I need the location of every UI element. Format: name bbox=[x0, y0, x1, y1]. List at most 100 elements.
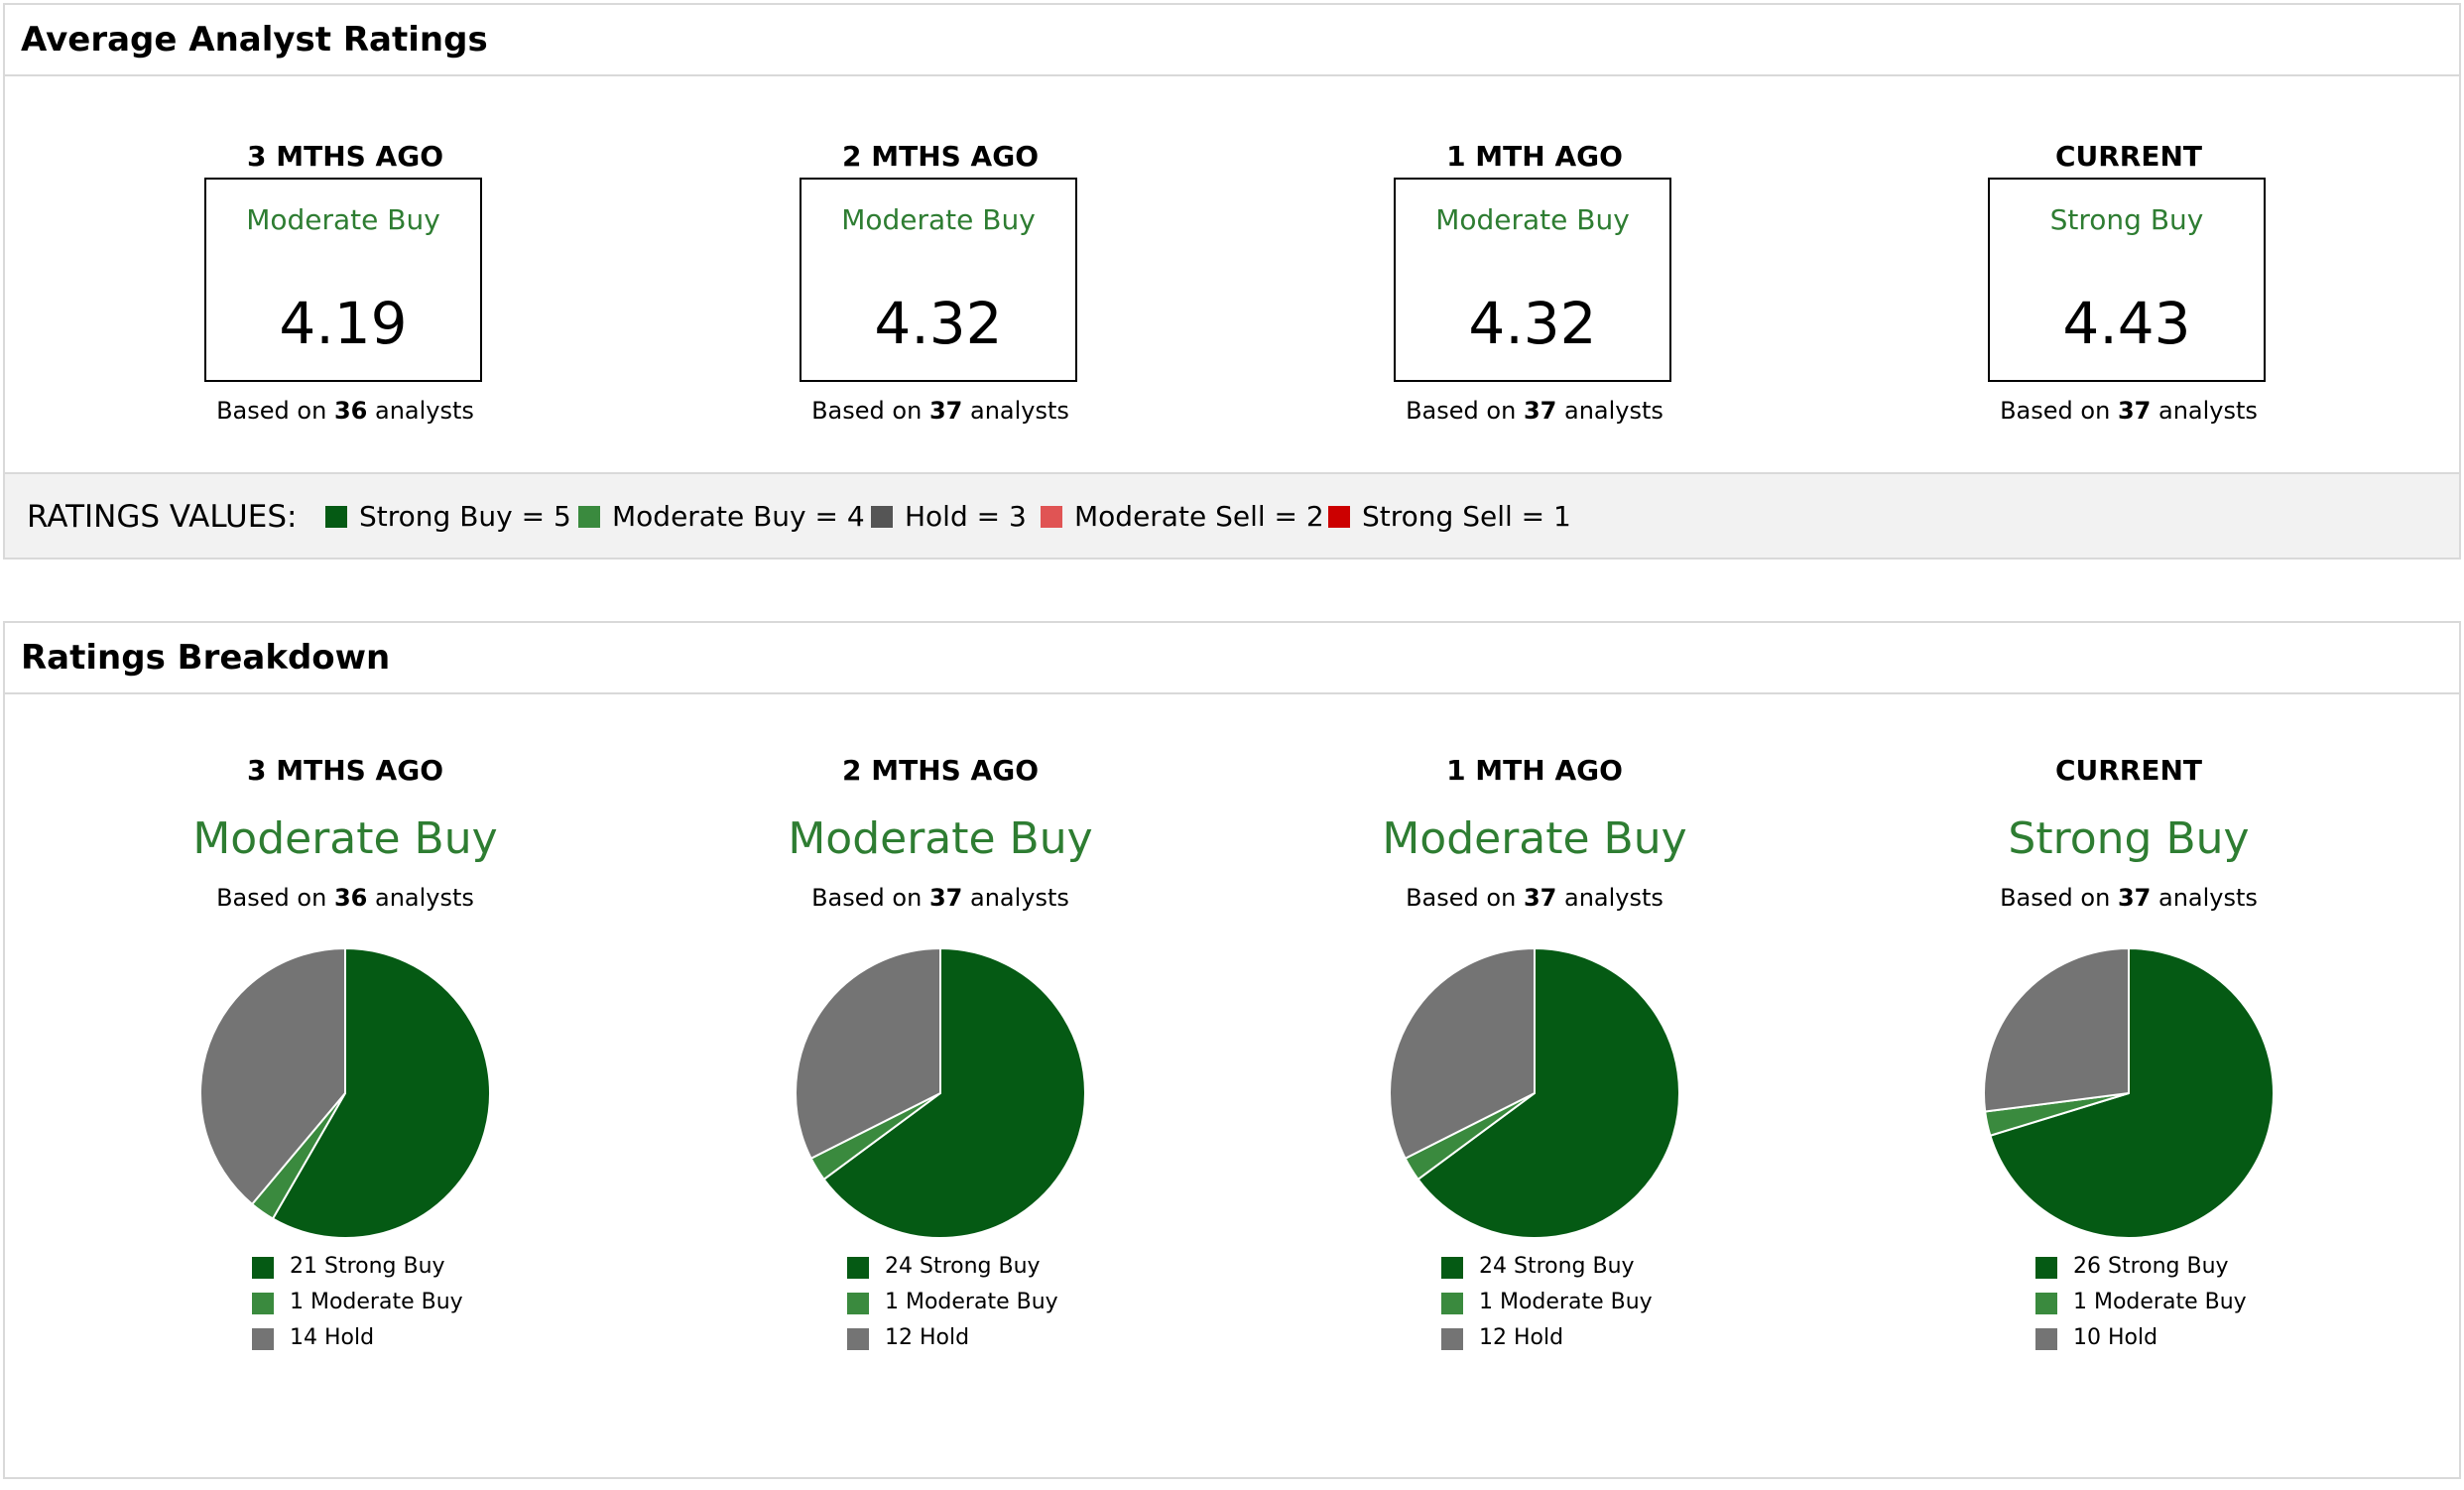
based-suffix: analysts bbox=[969, 884, 1069, 912]
based-on-text: Based on 37 analysts bbox=[1237, 396, 1832, 426]
legend-label: 24 Strong Buy bbox=[885, 1254, 1041, 1279]
legend-label: Hold = 3 bbox=[905, 500, 1027, 533]
pie-chart-1mth bbox=[1389, 947, 1680, 1239]
rating-box-current: Strong Buy 4.43 bbox=[1988, 178, 2266, 382]
hold-slice[interactable] bbox=[1983, 947, 2130, 1113]
legend-label: Moderate Buy = 4 bbox=[612, 500, 865, 533]
rating-value: 4.43 bbox=[2062, 290, 2191, 357]
ratings-breakdown-title: Ratings Breakdown bbox=[21, 638, 391, 678]
based-prefix: Based on bbox=[811, 397, 923, 425]
moderate-buy-swatch bbox=[252, 1293, 274, 1314]
legend-label: 12 Hold bbox=[885, 1325, 970, 1350]
average-ratings-title: Average Analyst Ratings bbox=[21, 20, 488, 60]
legend-label: 1 Moderate Buy bbox=[2073, 1290, 2247, 1314]
period-title-current: CURRENT bbox=[2054, 140, 2203, 173]
based-on-text: Based on 37 analysts bbox=[643, 883, 1238, 913]
based-prefix: Based on bbox=[2000, 397, 2111, 425]
analyst-count: 37 bbox=[2117, 884, 2152, 912]
rating-value: 4.32 bbox=[874, 290, 1003, 357]
period-title-3mths: 3 MTHS AGO bbox=[247, 140, 443, 173]
strong-buy-swatch bbox=[847, 1257, 869, 1279]
moderate-sell-swatch bbox=[1041, 506, 1062, 528]
analyst-count: 37 bbox=[1523, 884, 1557, 912]
legend-label: Moderate Sell = 2 bbox=[1074, 500, 1324, 533]
based-suffix: analysts bbox=[1563, 884, 1663, 912]
based-prefix: Based on bbox=[1406, 397, 1517, 425]
period-title-2mths: 2 MTHS AGO bbox=[842, 140, 1039, 173]
based-on-text: Based on 37 analysts bbox=[1831, 396, 2426, 426]
period-title-2mths: 2 MTHS AGO bbox=[842, 754, 1039, 787]
breakdown-rating: Moderate Buy bbox=[1382, 813, 1687, 864]
rating-box-2mths: Moderate Buy 4.32 bbox=[800, 178, 1077, 382]
analyst-count: 36 bbox=[333, 397, 368, 425]
legend-label: 1 Moderate Buy bbox=[885, 1290, 1058, 1314]
strong-buy-swatch bbox=[1441, 1257, 1463, 1279]
average-ratings-panel: Average Analyst Ratings 3 MTHS AGO Moder… bbox=[3, 3, 2461, 559]
strong-buy-slice[interactable] bbox=[1417, 947, 1680, 1239]
legend-title: RATINGS VALUES: bbox=[27, 499, 298, 535]
analyst-count: 37 bbox=[1523, 397, 1557, 425]
pie-chart-current bbox=[1983, 947, 2275, 1239]
pie-chart-3mths bbox=[199, 947, 491, 1239]
hold-swatch bbox=[847, 1328, 869, 1350]
based-suffix: analysts bbox=[374, 397, 474, 425]
legend-label: 10 Hold bbox=[2073, 1325, 2158, 1350]
period-title-current: CURRENT bbox=[2054, 754, 2203, 787]
average-ratings-header: Average Analyst Ratings bbox=[5, 5, 2459, 76]
strong-buy-swatch bbox=[2035, 1257, 2057, 1279]
based-suffix: analysts bbox=[969, 397, 1069, 425]
based-suffix: analysts bbox=[2157, 884, 2258, 912]
based-prefix: Based on bbox=[216, 397, 327, 425]
based-suffix: analysts bbox=[374, 884, 474, 912]
analyst-count: 37 bbox=[928, 397, 963, 425]
legend-label: 14 Hold bbox=[290, 1325, 375, 1350]
hold-slice[interactable] bbox=[199, 947, 346, 1205]
period-title-3mths: 3 MTHS AGO bbox=[247, 754, 443, 787]
moderate-buy-swatch bbox=[2035, 1293, 2057, 1314]
hold-swatch bbox=[2035, 1328, 2057, 1350]
based-suffix: analysts bbox=[1563, 397, 1663, 425]
ratings-values-legend: RATINGS VALUES: Strong Buy = 5 Moderate … bbox=[5, 472, 2459, 558]
based-on-text: Based on 37 analysts bbox=[1831, 883, 2426, 913]
based-prefix: Based on bbox=[811, 884, 923, 912]
legend-label: 1 Moderate Buy bbox=[1479, 1290, 1653, 1314]
pie-chart-2mths bbox=[795, 947, 1086, 1239]
strong-buy-slice[interactable] bbox=[272, 947, 491, 1239]
legend-label: Strong Sell = 1 bbox=[1362, 500, 1571, 533]
legend-label: 12 Hold bbox=[1479, 1325, 1564, 1350]
hold-slice[interactable] bbox=[795, 947, 941, 1160]
hold-swatch bbox=[871, 506, 893, 528]
breakdown-rating: Moderate Buy bbox=[788, 813, 1093, 864]
strong-buy-slice[interactable] bbox=[1989, 947, 2275, 1239]
based-on-text: Based on 36 analysts bbox=[48, 396, 643, 426]
analyst-count: 36 bbox=[333, 884, 368, 912]
rating-value: 4.32 bbox=[1468, 290, 1597, 357]
moderate-buy-swatch bbox=[847, 1293, 869, 1314]
rating-box-1mth: Moderate Buy 4.32 bbox=[1394, 178, 1671, 382]
rating-label: Moderate Buy bbox=[841, 203, 1036, 236]
based-on-text: Based on 37 analysts bbox=[643, 396, 1238, 426]
based-prefix: Based on bbox=[1406, 884, 1517, 912]
legend-label: Strong Buy = 5 bbox=[359, 500, 571, 533]
breakdown-rating: Moderate Buy bbox=[192, 813, 498, 864]
breakdown-rating: Strong Buy bbox=[2008, 813, 2250, 864]
based-prefix: Based on bbox=[2000, 884, 2111, 912]
moderate-buy-swatch bbox=[578, 506, 600, 528]
hold-slice[interactable] bbox=[1389, 947, 1536, 1160]
rating-box-3mths: Moderate Buy 4.19 bbox=[204, 178, 482, 382]
strong-buy-swatch bbox=[252, 1257, 274, 1279]
strong-buy-slice[interactable] bbox=[822, 947, 1086, 1239]
analyst-count: 37 bbox=[928, 884, 963, 912]
ratings-breakdown-panel: Ratings Breakdown 3 MTHS AGO Moderate Bu… bbox=[3, 621, 2461, 1479]
based-suffix: analysts bbox=[2157, 397, 2258, 425]
legend-label: 26 Strong Buy bbox=[2073, 1254, 2229, 1279]
period-title-1mth: 1 MTH AGO bbox=[1446, 140, 1623, 173]
based-prefix: Based on bbox=[216, 884, 327, 912]
based-on-text: Based on 37 analysts bbox=[1237, 883, 1832, 913]
based-on-text: Based on 36 analysts bbox=[48, 883, 643, 913]
period-title-1mth: 1 MTH AGO bbox=[1446, 754, 1623, 787]
rating-label: Moderate Buy bbox=[1435, 203, 1630, 236]
strong-buy-swatch bbox=[325, 506, 347, 528]
legend-label: 1 Moderate Buy bbox=[290, 1290, 463, 1314]
moderate-buy-swatch bbox=[1441, 1293, 1463, 1314]
